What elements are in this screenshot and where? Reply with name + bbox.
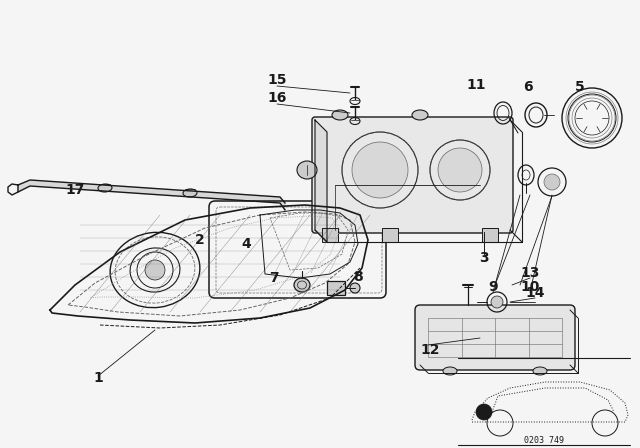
Ellipse shape xyxy=(350,283,360,293)
Circle shape xyxy=(145,260,165,280)
Circle shape xyxy=(544,174,560,190)
Text: 5: 5 xyxy=(575,80,585,94)
Ellipse shape xyxy=(443,367,457,375)
Text: 15: 15 xyxy=(268,73,287,87)
FancyBboxPatch shape xyxy=(415,305,575,370)
Text: 1: 1 xyxy=(93,371,103,385)
Text: 16: 16 xyxy=(268,91,287,105)
Text: 14: 14 xyxy=(525,286,545,300)
Text: 12: 12 xyxy=(420,343,440,357)
Ellipse shape xyxy=(332,110,348,120)
Text: 13: 13 xyxy=(520,266,540,280)
Circle shape xyxy=(476,404,492,420)
Bar xyxy=(482,228,498,242)
Circle shape xyxy=(438,148,482,192)
Text: 2: 2 xyxy=(195,233,205,247)
Ellipse shape xyxy=(98,184,112,192)
Polygon shape xyxy=(315,120,327,242)
Text: 17: 17 xyxy=(65,183,84,197)
Text: 11: 11 xyxy=(467,78,486,92)
Bar xyxy=(322,228,338,242)
FancyBboxPatch shape xyxy=(312,117,513,233)
Text: 4: 4 xyxy=(241,237,251,251)
Ellipse shape xyxy=(412,110,428,120)
Bar xyxy=(327,281,345,295)
Text: 6: 6 xyxy=(523,80,533,94)
Circle shape xyxy=(352,142,408,198)
Text: 9: 9 xyxy=(488,280,498,294)
Text: 3: 3 xyxy=(479,251,489,265)
Text: 7: 7 xyxy=(269,271,279,285)
Bar xyxy=(382,228,398,242)
Ellipse shape xyxy=(183,189,197,197)
Circle shape xyxy=(491,296,503,308)
Ellipse shape xyxy=(533,367,547,375)
Ellipse shape xyxy=(294,278,310,292)
Text: 8: 8 xyxy=(353,270,363,284)
Text: 0203 749: 0203 749 xyxy=(524,435,564,444)
Ellipse shape xyxy=(297,161,317,179)
Text: 10: 10 xyxy=(520,280,540,294)
Polygon shape xyxy=(18,180,285,210)
